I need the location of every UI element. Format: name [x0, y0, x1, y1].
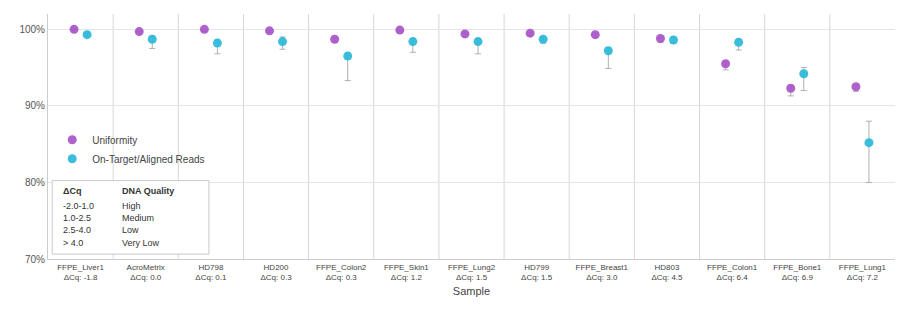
svg-text:Medium: Medium — [122, 213, 154, 223]
svg-text:FFPE_Lung2ΔCq: 1.5: FFPE_Lung2ΔCq: 1.5 — [448, 263, 496, 282]
svg-text:FFPE_Liver1ΔCq: -1.8: FFPE_Liver1ΔCq: -1.8 — [57, 263, 104, 282]
svg-text:Uniformity: Uniformity — [92, 135, 137, 146]
svg-text:HD798ΔCq: 0.1: HD798ΔCq: 0.1 — [195, 263, 227, 282]
svg-text:90%: 90% — [25, 100, 45, 111]
svg-text:2.5-4.0: 2.5-4.0 — [63, 225, 91, 235]
svg-text:HD200ΔCq: 0.3: HD200ΔCq: 0.3 — [260, 263, 292, 282]
svg-text:FFPE_Bone1ΔCq: 6.9: FFPE_Bone1ΔCq: 6.9 — [773, 263, 822, 282]
svg-text:High: High — [122, 201, 141, 211]
svg-text:On-Target/Aligned Reads: On-Target/Aligned Reads — [92, 154, 204, 165]
svg-text:Sample: Sample — [453, 285, 490, 297]
svg-text:FFPE_Colon1ΔCq: 6.4: FFPE_Colon1ΔCq: 6.4 — [707, 263, 758, 282]
svg-text:DNA Quality: DNA Quality — [122, 186, 174, 196]
svg-text:70%: 70% — [25, 254, 45, 265]
svg-text:Low: Low — [122, 225, 139, 235]
svg-text:HD799ΔCq: 1.5: HD799ΔCq: 1.5 — [521, 263, 553, 282]
svg-text:-2.0-1.0: -2.0-1.0 — [63, 201, 94, 211]
svg-text:HD803ΔCq: 4.5: HD803ΔCq: 4.5 — [651, 263, 683, 282]
svg-text:FFPE_Breast1ΔCq: 3.0: FFPE_Breast1ΔCq: 3.0 — [576, 263, 629, 282]
svg-text:> 4.0: > 4.0 — [63, 238, 83, 248]
svg-text:FFPE_Lung1ΔCq: 7.2: FFPE_Lung1ΔCq: 7.2 — [839, 263, 887, 282]
svg-text:80%: 80% — [25, 177, 45, 188]
svg-text:ΔCq: ΔCq — [63, 186, 81, 196]
svg-text:Very Low: Very Low — [122, 238, 160, 248]
svg-text:FFPE_Skin1ΔCq: 1.2: FFPE_Skin1ΔCq: 1.2 — [384, 263, 429, 282]
svg-text:FFPE_Colon2ΔCq: 0.3: FFPE_Colon2ΔCq: 0.3 — [316, 263, 367, 282]
svg-text:1.0-2.5: 1.0-2.5 — [63, 213, 91, 223]
svg-text:100%: 100% — [19, 24, 45, 35]
svg-text:AcroMetrixΔCq: 0.0: AcroMetrixΔCq: 0.0 — [127, 263, 165, 282]
